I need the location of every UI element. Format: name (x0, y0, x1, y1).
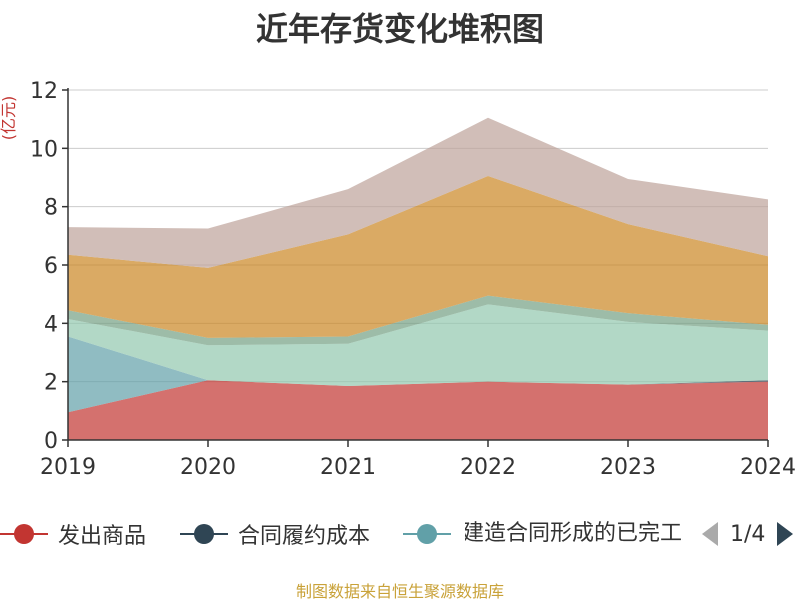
area-合同资产 (68, 304, 768, 387)
legend-marker-icon (0, 524, 48, 544)
x-tick-label: 2023 (600, 455, 656, 480)
next-page-icon[interactable] (775, 520, 795, 548)
x-tick-label: 2020 (180, 455, 236, 480)
x-tick-label: 2024 (740, 455, 796, 480)
y-axis-label: (亿元) (0, 96, 18, 141)
y-tick-label: 2 (44, 371, 58, 396)
y-tick-label: 0 (44, 429, 58, 454)
area-库存商品 (68, 176, 768, 338)
legend-label-clip: 建造合同形成的已完工未结算资产 (465, 512, 683, 556)
x-tick-label: 2021 (320, 455, 376, 480)
legend-pager: 1/4 (700, 512, 795, 556)
legend-label: 建造合同形成的已完工未结算资产 (465, 521, 683, 546)
legend-item-hetong-lvyue[interactable]: 合同履约成本 (180, 512, 370, 556)
legend-label: 合同履约成本 (238, 524, 371, 549)
x-tick-label: 2019 (40, 455, 96, 480)
y-tick-label: 12 (30, 79, 58, 104)
x-tick-label: 2022 (460, 455, 516, 480)
chart-title: 近年存货变化堆积图 (255, 10, 544, 48)
area-chart: 0 2 4 6 8 10 12 2019 2020 2021 2022 2023 2024 (亿元) (0, 79, 796, 480)
y-tick-label: 4 (44, 312, 58, 337)
axes: 0 2 4 6 8 10 12 2019 2020 2021 2022 2023 2024 (30, 79, 796, 480)
area-自制半成品 (68, 295, 768, 346)
legend: 发出商品 合同履约成本 建造合同形成的已完工未结算资产 (0, 512, 800, 556)
y-tick-label: 8 (44, 196, 58, 221)
area-原材料 (68, 117, 768, 268)
legend-marker-icon (180, 524, 228, 544)
legend-label: 发出商品 (58, 524, 147, 549)
legend-item-jianzao-hetong[interactable] (403, 512, 451, 556)
prev-page-icon[interactable] (700, 520, 720, 548)
legend-page-indicator: 1/4 (730, 521, 766, 547)
legend-item-fachu[interactable]: 发出商品 (0, 512, 146, 556)
y-tick-label: 6 (44, 254, 58, 279)
legend-marker-icon (403, 524, 451, 544)
area-发出商品 (68, 380, 768, 440)
data-source: 制图数据来自恒生聚源数据库 (295, 582, 504, 601)
area-series (68, 117, 768, 440)
y-tick-label: 10 (30, 137, 58, 162)
